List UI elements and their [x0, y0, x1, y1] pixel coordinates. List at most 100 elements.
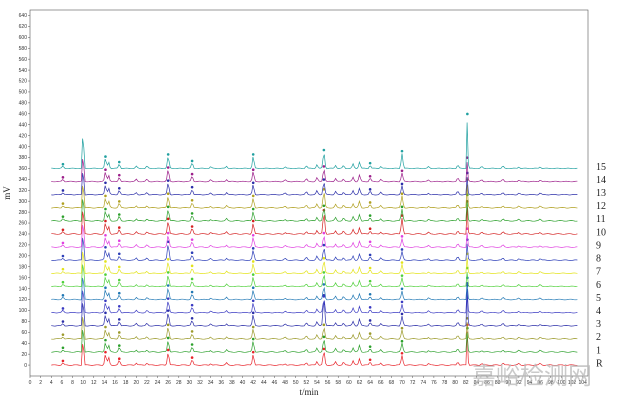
peak-marker — [166, 217, 170, 221]
trace-label-8: 8 — [596, 254, 601, 265]
x-tick-label: 74 — [420, 380, 426, 386]
y-tick-label: 620 — [19, 24, 28, 30]
peak-marker — [190, 303, 194, 307]
peak-marker — [190, 264, 194, 268]
peak-marker — [117, 304, 121, 308]
peak-marker — [400, 248, 404, 251]
peak-marker — [322, 243, 326, 247]
x-tick-label: 66 — [378, 380, 384, 386]
x-tick-label: 30 — [187, 380, 193, 386]
peak-marker — [61, 189, 65, 192]
peak-marker — [368, 332, 372, 335]
peak-marker — [61, 359, 65, 363]
trace-label-4: 4 — [596, 306, 601, 317]
peak-marker — [322, 165, 326, 168]
peak-marker — [166, 166, 170, 169]
peak-marker — [368, 306, 372, 309]
peak-marker — [322, 335, 326, 339]
peak-marker — [61, 202, 65, 205]
x-tick-label: 54 — [314, 380, 320, 386]
x-tick-label: 88 — [495, 380, 501, 386]
peak-marker — [190, 225, 194, 228]
peak-marker — [368, 319, 372, 322]
peak-marker — [400, 287, 404, 291]
peak-marker — [322, 283, 326, 286]
peak-marker — [251, 273, 255, 276]
peak-marker — [117, 239, 121, 243]
x-tick-label: 14 — [102, 380, 108, 386]
y-tick-label: 20 — [21, 352, 27, 358]
peak-marker — [251, 299, 255, 303]
x-tick-label: 96 — [537, 380, 543, 386]
y-tick-label: 200 — [19, 254, 28, 260]
x-tick-label: 38 — [229, 380, 235, 386]
peak-marker — [166, 179, 170, 182]
peak-marker — [251, 153, 255, 156]
peak-marker — [117, 278, 121, 282]
x-tick-label: 0 — [29, 380, 32, 386]
peak-marker — [368, 161, 372, 165]
peak-marker — [400, 169, 404, 173]
trace-label-5: 5 — [596, 293, 601, 304]
trace-15 — [51, 122, 578, 170]
peak-marker — [61, 215, 65, 218]
trace-label-2: 2 — [596, 332, 601, 343]
peak-marker — [117, 318, 121, 321]
peak-marker — [368, 188, 372, 191]
x-tick-label: 48 — [282, 380, 288, 386]
peak-marker — [117, 252, 121, 256]
peak-marker — [104, 286, 107, 289]
peak-marker — [251, 168, 255, 171]
peak-marker — [322, 231, 326, 235]
peak-marker — [322, 204, 326, 208]
peak-marker — [61, 267, 65, 271]
y-tick-label: 580 — [19, 46, 28, 52]
peak-marker — [368, 266, 372, 270]
y-tick-label: 120 — [19, 297, 28, 303]
peak-marker — [466, 112, 469, 116]
peak-marker — [117, 226, 121, 229]
peak-marker — [190, 290, 194, 294]
y-tick-label: 100 — [19, 308, 28, 314]
x-tick-label: 102 — [568, 380, 577, 386]
peak-marker — [61, 254, 65, 258]
x-tick-label: 34 — [208, 380, 214, 386]
peak-marker — [117, 291, 121, 295]
x-tick-label: 72 — [410, 380, 416, 386]
peak-marker — [104, 168, 107, 171]
y-tick-label: 440 — [19, 122, 28, 128]
peak-marker — [190, 330, 194, 333]
peak-marker — [400, 235, 404, 238]
y-tick-label: 280 — [19, 210, 28, 216]
peak-marker — [190, 356, 194, 359]
trace-label-13: 13 — [596, 188, 606, 199]
y-tick-label: 460 — [19, 111, 28, 117]
peak-marker — [104, 311, 107, 315]
trace-label-6: 6 — [596, 280, 601, 291]
peak-marker — [368, 174, 372, 178]
peak-marker — [166, 336, 170, 340]
peak-marker — [117, 357, 121, 361]
peak-marker — [190, 185, 194, 189]
peak-marker — [400, 261, 404, 264]
peak-marker — [322, 323, 326, 327]
trace-5 — [51, 277, 578, 301]
peak-marker — [166, 240, 170, 244]
peak-marker — [251, 337, 255, 341]
x-tick-label: 40 — [240, 380, 246, 386]
y-axis-title: mV — [2, 186, 12, 200]
x-tick-label: 6 — [60, 380, 63, 386]
peak-marker — [166, 284, 170, 287]
trace-label-10: 10 — [596, 227, 606, 238]
peak-marker — [368, 240, 372, 244]
trace-label-11: 11 — [596, 214, 606, 225]
peak-marker — [368, 227, 372, 230]
y-tick-label: 0 — [24, 363, 27, 369]
peak-marker — [117, 160, 121, 164]
peak-marker — [166, 205, 170, 209]
peak-marker — [368, 253, 372, 257]
trace-2 — [51, 317, 578, 340]
y-tick-label: 400 — [19, 144, 28, 150]
